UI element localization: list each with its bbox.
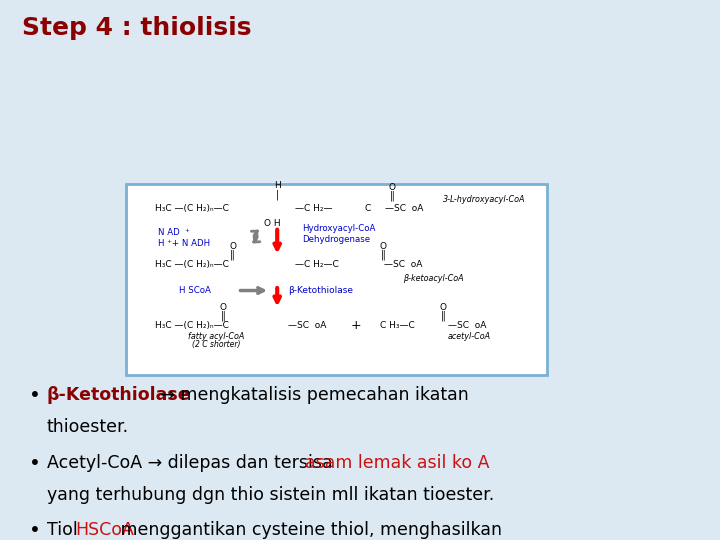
Text: N AD  ⁺: N AD ⁺ bbox=[158, 228, 190, 237]
FancyBboxPatch shape bbox=[126, 184, 547, 375]
Text: +: + bbox=[351, 319, 361, 332]
Text: ‖: ‖ bbox=[381, 249, 385, 260]
Text: β-ketoacyl-CoA: β-ketoacyl-CoA bbox=[403, 274, 464, 282]
Text: |: | bbox=[276, 189, 279, 200]
Text: H ⁺+ N ADH: H ⁺+ N ADH bbox=[158, 239, 210, 247]
Text: Dehydrogenase: Dehydrogenase bbox=[302, 235, 371, 244]
Text: H₃C —(C H₂)ₙ—C: H₃C —(C H₂)ₙ—C bbox=[155, 205, 229, 213]
Text: ‖: ‖ bbox=[230, 249, 235, 260]
Text: Acetyl-CoA → dilepas dan tersisa: Acetyl-CoA → dilepas dan tersisa bbox=[47, 454, 338, 471]
Text: β-Ketothiolase: β-Ketothiolase bbox=[288, 286, 353, 295]
Text: acetyl-CoA: acetyl-CoA bbox=[448, 332, 491, 341]
Text: •: • bbox=[29, 454, 40, 472]
Text: thioester.: thioester. bbox=[47, 418, 129, 436]
Text: —SC  oA: —SC oA bbox=[448, 321, 486, 329]
Text: → mengkatalisis pemecahan ikatan: → mengkatalisis pemecahan ikatan bbox=[155, 386, 469, 404]
Text: C: C bbox=[364, 205, 370, 213]
Text: ‖: ‖ bbox=[441, 310, 445, 321]
Text: asam lemak asil ko A: asam lemak asil ko A bbox=[305, 454, 489, 471]
Text: —SC  oA: —SC oA bbox=[385, 205, 423, 213]
Text: O H: O H bbox=[264, 219, 281, 227]
Text: O: O bbox=[379, 242, 387, 251]
Text: ‖: ‖ bbox=[221, 310, 225, 321]
Text: —C H₂—C: —C H₂—C bbox=[295, 260, 339, 269]
Text: Tiol: Tiol bbox=[47, 521, 83, 539]
Text: O: O bbox=[389, 183, 396, 192]
Text: H: H bbox=[274, 181, 281, 190]
Text: —C H₂—: —C H₂— bbox=[295, 205, 333, 213]
Text: O: O bbox=[229, 242, 236, 251]
Text: •: • bbox=[29, 521, 40, 540]
Text: H₃C —(C H₂)ₙ—C: H₃C —(C H₂)ₙ—C bbox=[155, 321, 229, 329]
Text: menggantikan cysteine thiol, menghasilkan: menggantikan cysteine thiol, menghasilka… bbox=[115, 521, 503, 539]
Text: β-Ketothiolase: β-Ketothiolase bbox=[47, 386, 190, 404]
Text: 3-L-hydroxyacyl-CoA: 3-L-hydroxyacyl-CoA bbox=[443, 195, 526, 204]
Text: H SCoA: H SCoA bbox=[179, 286, 210, 295]
Text: —SC  oA: —SC oA bbox=[288, 321, 326, 329]
Text: Step 4 : thiolisis: Step 4 : thiolisis bbox=[22, 16, 251, 40]
Text: Hydroxyacyl-CoA: Hydroxyacyl-CoA bbox=[302, 224, 376, 233]
Text: fatty acyl-CoA: fatty acyl-CoA bbox=[188, 332, 244, 341]
Text: O: O bbox=[439, 303, 446, 312]
Text: HSCoA: HSCoA bbox=[76, 521, 135, 539]
Text: (2 C shorter): (2 C shorter) bbox=[192, 340, 240, 349]
Text: —SC  oA: —SC oA bbox=[384, 260, 422, 269]
Text: ‖: ‖ bbox=[390, 190, 395, 201]
Text: C H₃—C: C H₃—C bbox=[380, 321, 415, 329]
Text: yang terhubung dgn thio sistein mll ikatan tioester.: yang terhubung dgn thio sistein mll ikat… bbox=[47, 486, 494, 504]
Text: O: O bbox=[220, 303, 227, 312]
Text: •: • bbox=[29, 386, 40, 405]
Text: H₃C —(C H₂)ₙ—C: H₃C —(C H₂)ₙ—C bbox=[155, 260, 229, 269]
